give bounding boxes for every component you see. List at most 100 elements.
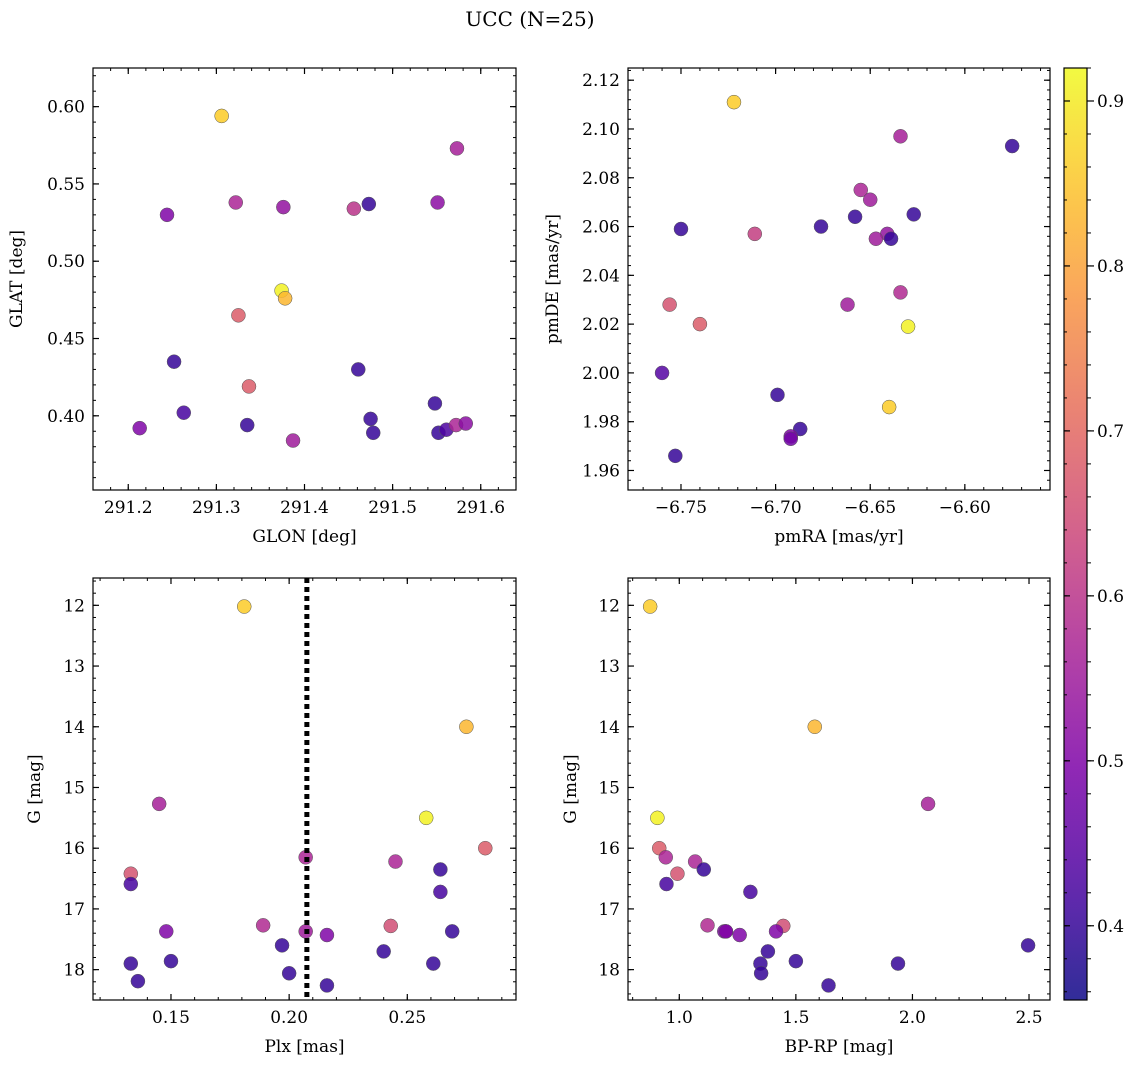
data-point: [868, 231, 884, 247]
x-tick-label: 0.15: [152, 1008, 190, 1028]
data-point: [449, 141, 465, 156]
data-point: [383, 918, 399, 934]
y-tick-label: 18: [598, 961, 620, 981]
data-point: [430, 195, 445, 210]
data-point: [166, 354, 182, 369]
y-tick-label: 2.04: [582, 266, 620, 286]
data-point: [351, 362, 366, 377]
data-point: [893, 285, 908, 300]
x-tick-label: 291.4: [280, 498, 329, 518]
x-tick-label: −6.65: [844, 498, 896, 518]
data-point: [241, 379, 257, 394]
data-point: [214, 108, 229, 124]
data-point: [788, 953, 804, 969]
data-point: [363, 411, 378, 427]
data-point: [228, 195, 244, 210]
data-point: [893, 129, 908, 144]
data-point: [890, 956, 906, 971]
y-tick-label: 17: [598, 900, 620, 920]
data-point: [388, 854, 403, 869]
x-tick-label: 2.5: [1015, 1008, 1042, 1028]
scatter-points: [123, 599, 493, 993]
data-point: [662, 297, 677, 312]
data-point: [151, 796, 167, 812]
data-point: [1020, 938, 1036, 953]
data-point: [813, 219, 829, 234]
data-point: [123, 876, 139, 892]
data-point: [426, 956, 441, 971]
data-point: [236, 599, 252, 614]
y-tick-label: 2.08: [582, 169, 620, 189]
data-point: [159, 924, 174, 939]
panels-group: 291.2 291.3 291.4 291.5 291.6 0.40 0.45 0.50 0.5…: [7, 67, 1051, 1057]
data-point: [255, 918, 271, 933]
data-point: [658, 850, 674, 865]
data-point: [900, 319, 916, 334]
x-tick-label: 1.5: [782, 1008, 809, 1028]
data-point: [743, 884, 758, 900]
x-tick-label: −6.75: [655, 498, 707, 518]
y-tick-label: 14: [63, 718, 85, 738]
data-point: [692, 316, 708, 332]
data-point: [673, 221, 689, 237]
data-point: [427, 396, 443, 411]
data-point: [770, 387, 785, 403]
data-point: [365, 425, 381, 441]
y-tick-label: 1.98: [582, 413, 620, 433]
data-point: [650, 810, 665, 826]
y-tick-label: 18: [63, 961, 85, 981]
data-point: [807, 719, 823, 735]
y-tick-label: 16: [63, 839, 85, 859]
data-point: [361, 196, 377, 212]
y-tick-label: 0.40: [47, 407, 85, 427]
data-point: [176, 405, 192, 420]
data-point: [906, 207, 921, 222]
x-tick-label: 291.5: [368, 498, 417, 518]
y-axis-label: G [mag]: [561, 754, 581, 823]
x-axis-label: pmRA [mas/yr]: [774, 527, 903, 547]
data-point: [130, 973, 146, 989]
colorbar-tick-label: 0.7: [1097, 422, 1124, 442]
scatter-points: [642, 599, 1036, 993]
panel-bottom-left: 0.15 0.20 0.25 12 13 14 15 16 17 18 Plx [mas] G [ma…: [25, 577, 517, 1057]
data-point: [418, 810, 434, 826]
scatter-points: [132, 108, 474, 448]
y-tick-label: 15: [63, 778, 85, 798]
data-point: [239, 417, 255, 433]
data-point: [376, 944, 391, 959]
x-tick-label: 0.20: [270, 1008, 308, 1028]
y-tick-label: 12: [598, 596, 620, 616]
colorbar-tick-label: 0.8: [1097, 257, 1124, 277]
scatter-points: [654, 94, 1020, 464]
y-tick-label: 2.00: [582, 364, 620, 384]
x-tick-label: 291.3: [192, 498, 241, 518]
y-tick-label: 2.12: [582, 71, 620, 91]
data-point: [783, 431, 798, 447]
y-tick-label: 13: [598, 657, 620, 677]
data-point: [285, 433, 301, 448]
x-tick-label: −6.70: [750, 498, 802, 518]
x-axis-label: GLON [deg]: [252, 527, 356, 547]
y-tick-label: 0.55: [47, 175, 85, 195]
data-point: [747, 226, 763, 242]
axes-frame: [627, 577, 1051, 1001]
axes-frame: [627, 67, 1051, 491]
y-tick-label: 2.10: [582, 120, 620, 140]
data-point: [132, 420, 147, 436]
colorbar-tick-label: 0.4: [1097, 917, 1124, 937]
data-point: [319, 927, 335, 943]
data-point: [881, 399, 897, 415]
data-point: [862, 192, 878, 207]
data-point: [847, 209, 863, 225]
x-tick-label: −6.60: [939, 498, 991, 518]
data-point: [159, 207, 175, 223]
x-tick-label: 291.2: [104, 498, 153, 518]
panel-bottom-right: 1.0 1.5 2.0 2.5 12 13 14 15 16 17 18 BP-RP [mag] G […: [561, 577, 1051, 1057]
axes-frame: [92, 577, 517, 1001]
data-point: [718, 924, 734, 939]
data-point: [760, 944, 776, 959]
y-axis-label: GLAT [deg]: [7, 230, 27, 328]
data-point: [231, 308, 246, 323]
y-tick-label: 16: [598, 839, 620, 859]
data-point: [459, 719, 474, 735]
